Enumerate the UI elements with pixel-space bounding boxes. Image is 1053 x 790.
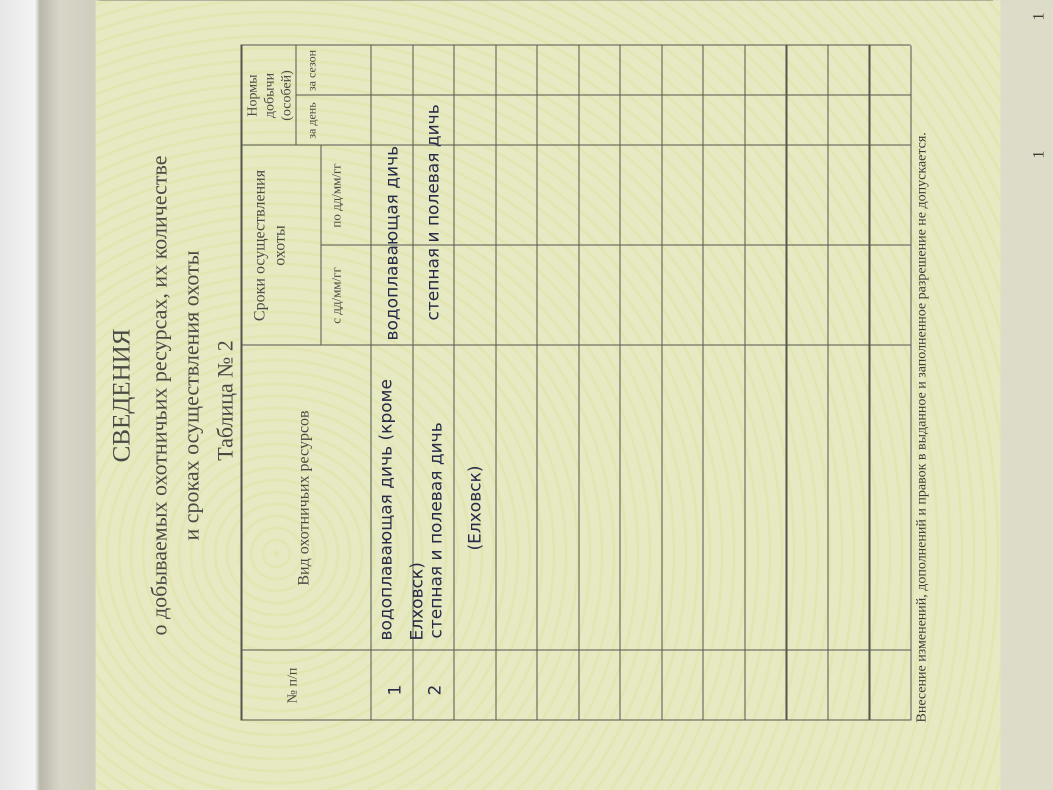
document-title: СВЕДЕНИЯ: [108, 328, 135, 462]
header-to: по дд/мм/гг: [328, 162, 343, 228]
entry-2-num: 2: [425, 684, 445, 695]
table-line: [702, 45, 704, 720]
table-line: [660, 45, 662, 720]
table-line: [295, 94, 910, 95]
table-line: [240, 143, 910, 145]
subtitle-line-2: и сроках осуществления охоты: [178, 249, 203, 541]
margin-mark: 1: [1030, 12, 1047, 20]
adjacent-page: [1000, 0, 1053, 790]
entry-2-kind-cont: (Елховск): [465, 465, 485, 550]
subtitle-line-1: о добываемых охотничьих ресурсах, их кол…: [146, 154, 171, 636]
entry-2-kind: степная и полевая дичь: [426, 421, 446, 638]
header-norms: Нормы добычи (особей): [245, 69, 294, 121]
entry-1-period: водоплавающая дичь: [382, 145, 402, 340]
table-line: [536, 45, 538, 720]
header-period: Сроки осуществления охоты: [251, 169, 288, 321]
table-line: [619, 45, 621, 720]
table-line: [910, 45, 912, 720]
footer-note: Внесение изменений, дополнений и правок …: [914, 131, 929, 722]
table-line: [240, 648, 910, 650]
table-line: [785, 45, 787, 720]
table-line: [240, 45, 242, 720]
table-line: [453, 45, 455, 720]
table-line: [240, 43, 910, 45]
table-line: [826, 45, 829, 720]
entry-1-kind-cont: Елховск): [407, 561, 427, 640]
header-from: с дд/мм/гг: [328, 266, 343, 324]
header-kind: Вид охотничьих ресурсов: [295, 409, 312, 586]
table-line: [240, 718, 910, 720]
table-line: [370, 45, 372, 720]
header-num: № п/п: [285, 667, 300, 703]
entry-2-period: степная и полевая дичь: [423, 103, 443, 320]
table-line: [868, 45, 870, 720]
margin-mark: 1: [1030, 150, 1047, 158]
entry-1-kind: водоплавающая дичь (кроме: [376, 378, 396, 640]
table-line: [320, 244, 910, 245]
table-label: Таблица № 2: [212, 339, 237, 461]
entry-1-num: 1: [385, 684, 405, 695]
table-line: [743, 45, 746, 720]
folder-edge: [0, 0, 100, 790]
table-line: [240, 343, 910, 345]
table-line: [577, 45, 579, 720]
table-line: [494, 45, 496, 720]
header-per-day: за день: [304, 101, 318, 139]
header-per-season: за сезон: [304, 49, 318, 91]
